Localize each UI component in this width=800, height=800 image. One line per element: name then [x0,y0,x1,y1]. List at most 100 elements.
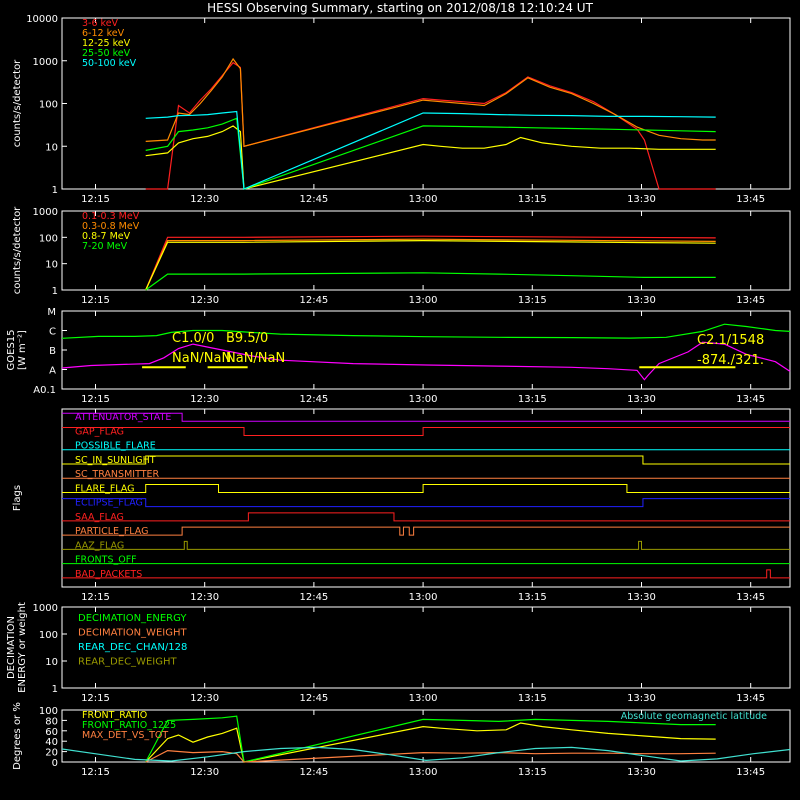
panel-ratio: 12:15 12:30 12:45 13:00 13:15 13:30 13:45 Degre… [12,702,791,778]
rate-series-2 [145,125,716,190]
rate-series-3 [145,117,716,190]
decim-xtick-label: 12:45 [299,693,328,704]
goes-xtick-label: 13:15 [518,394,547,405]
flag-line-flare-flag [62,483,790,493]
goes-xtick-label: 12:45 [299,394,328,405]
goes-ylabel: GOES15 [6,329,17,370]
ratio-xtick-label: 12:30 [190,767,219,778]
rate-xtick-label: 12:30 [190,194,219,205]
flag-label-particle-flag: PARTICLE_FLAG [75,526,148,537]
rate-legend-entry: 12-25 keV [82,38,131,49]
flag-label-fronts-off: FRONTS_OFF [75,555,137,566]
decim-xtick-label: 12:30 [190,693,219,704]
goes-ylabel2: [W m⁻²] [17,330,28,370]
goes-xtick-label: 12:15 [81,394,110,405]
flag-label-sc-in-sunlight: SC_IN_SUNLIGHT [75,455,156,466]
goes-frame [61,310,791,390]
rate-legend-entry: 3-6 keV [82,18,119,29]
flags-xtick-label: 13:15 [518,592,547,603]
decim-ytick-label: 10 [45,657,58,668]
ratio-xtick-label: 13:30 [627,767,656,778]
flag-line-saa-flag [62,512,790,522]
ratio-xtick-label: 13:00 [409,767,438,778]
ratio-series-1 [145,715,716,763]
ratio-ytick-label: 20 [45,748,58,759]
flag-label-bad-packets: BAD_PACKETS [75,569,142,580]
gamma-legend-entry: 0.3-0.8 MeV [82,221,140,232]
ratio-xtick-label: 12:15 [81,767,110,778]
ratio-legend-entry: FRONT_RATIO_1225 [82,720,176,731]
flag-label-gap-flag: GAP_FLAG [75,426,124,437]
gamma-ytick-label: 10 [45,260,58,271]
rate-legend-entry: 6-12 keV [82,28,125,39]
goes-annotation: NaN/NaN [226,351,285,366]
ratio-ytick-label: 40 [45,737,58,748]
gamma-xtick-label: 12:45 [299,295,328,306]
decim-xtick-label: 13:30 [627,693,656,704]
gamma-series-1 [145,238,716,291]
ratio-ytick-label: 80 [45,716,58,727]
flags-xtick-label: 12:45 [299,592,328,603]
flag-label-eclipse-flag: ECLIPSE_FLAG [75,498,143,509]
decim-frame [61,606,791,689]
ratio-ytick-label: 100 [39,706,58,717]
decim-legend-entry: DECIMATION_WEIGHT [78,628,187,639]
flags-ylabel: Flags [12,485,23,511]
flag-line-bad-packets [62,569,790,579]
goes-ytick-label: M [47,307,56,318]
rate-xtick-label: 13:45 [736,194,765,205]
rate-xtick-label: 13:15 [518,194,547,205]
rate-legend-entry: 25-50 keV [82,48,131,59]
goes-ytick-label: A [49,366,56,377]
ratio-series-0 [145,722,716,763]
flags-xtick-label: 12:30 [190,592,219,603]
panel-gamma: 12:15 12:30 12:45 13:00 13:15 13:30 13:45 count… [12,206,791,306]
gamma-xtick-label: 13:45 [736,295,765,306]
flag-line-particle-flag [62,526,790,536]
rate-xtick-label: 12:45 [299,194,328,205]
decim-ylabel: DECIMATION [6,616,17,679]
ratio-ylabel: Degrees or % [12,702,23,770]
rate-xtick-label: 12:15 [81,194,110,205]
ratio-xtick-label: 13:15 [518,767,547,778]
gamma-legend-entry: 7-20 MeV [82,241,128,252]
ratio-xtick-label: 13:45 [736,767,765,778]
gamma-ytick-label: 1000 [33,207,58,218]
flags-xtick-label: 13:30 [627,592,656,603]
goes-ytick-label: C [49,327,56,338]
flags-xtick-label: 13:00 [409,592,438,603]
flag-line-gap-flag [62,426,790,436]
ratio-series-3 [61,746,791,762]
decim-legend-entry: REAR_DEC_WEIGHT [78,657,177,668]
gamma-legend-entry: 0.8-7 MeV [82,231,131,242]
goes-ytick-label: B [49,346,56,357]
goes-series-1 [61,341,791,381]
flag-label-saa-flag: SAA_FLAG [75,512,124,523]
rate-series-1 [145,57,716,148]
ratio-ytick-label: 0 [52,758,58,769]
ratio-legend-entry: MAX_DET_VS_TOT [82,730,168,741]
panel-rate: 12:15 12:30 12:45 13:00 13:15 13:30 13:45 count… [12,14,791,205]
rate-ytick-label: 10 [45,142,58,153]
rate-ytick-label: 1 [52,185,58,196]
flag-line-sc-in-sunlight [62,455,790,465]
rate-ylabel: counts/s/detector [12,59,23,147]
gamma-xtick-label: 12:30 [190,295,219,306]
rate-series-0 [145,61,716,190]
gamma-legend-entry: 0.1-0.3 MeV [82,211,140,222]
goes-xtick-label: 13:30 [627,394,656,405]
flags-frame [61,408,791,588]
gamma-xtick-label: 13:30 [627,295,656,306]
gamma-series-2 [145,239,716,291]
rate-ytick-label: 1000 [33,57,58,68]
goes-annotation: NaN/NaN [172,351,231,366]
rate-xtick-label: 13:00 [409,194,438,205]
decim-ylabel2: ENERGY or weight [17,602,28,693]
decim-ytick-label: 100 [39,630,58,641]
decim-xtick-label: 13:00 [409,693,438,704]
goes-xtick-label: 13:00 [409,394,438,405]
gamma-ylabel: counts/s/detector [12,206,23,294]
gamma-ytick-label: 1 [52,286,58,297]
